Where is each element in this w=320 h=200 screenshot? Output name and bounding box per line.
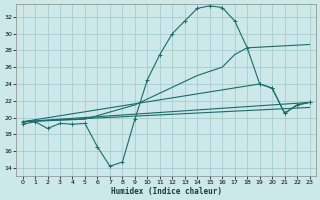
X-axis label: Humidex (Indice chaleur): Humidex (Indice chaleur)	[111, 187, 221, 196]
